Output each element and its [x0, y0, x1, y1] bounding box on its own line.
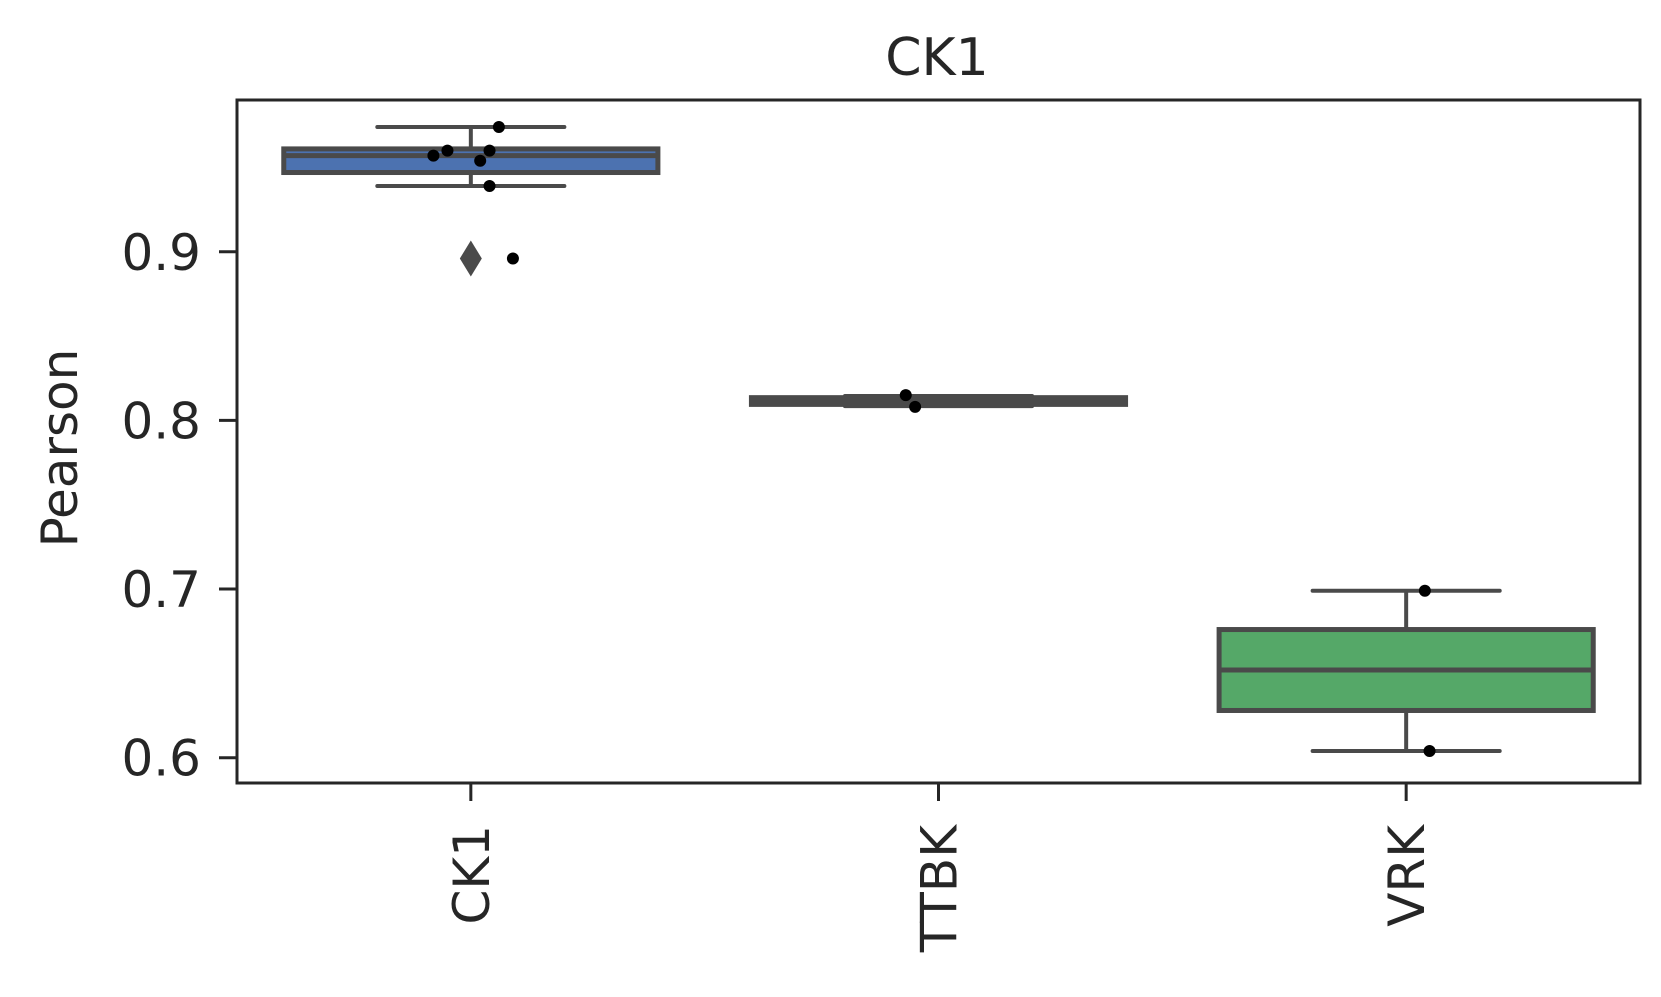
x-tick-label: TTBK [911, 824, 969, 954]
y-tick-label: 0.8 [121, 392, 201, 450]
y-tick-label: 0.6 [121, 730, 201, 788]
data-point [1423, 744, 1436, 757]
data-point [474, 154, 487, 167]
data-point [506, 252, 519, 265]
box-vrk [1216, 588, 1596, 753]
chart-title: CK1 [885, 28, 989, 88]
x-tick-label: VRK [1378, 824, 1436, 927]
data-point [483, 180, 496, 193]
plot-marks [281, 120, 1596, 757]
data-point [492, 120, 505, 133]
x-tick-label: CK1 [443, 825, 501, 925]
x-axis: CK1 TTBK VRK [443, 783, 1436, 953]
data-point [427, 149, 440, 162]
data-point [909, 400, 922, 413]
y-tick-label: 0.9 [121, 224, 201, 282]
data-point [441, 144, 454, 157]
box-iqr [281, 146, 661, 176]
y-axis: 0.6 0.7 0.8 0.9 [121, 224, 237, 788]
box-ck1 [281, 124, 661, 277]
outlier-marker [459, 240, 482, 277]
data-point [483, 144, 496, 157]
y-tick-label: 0.7 [121, 561, 201, 619]
y-axis-label: Pearson [31, 349, 89, 548]
box-ttbk [748, 393, 1129, 409]
data-point [1418, 584, 1431, 597]
data-point [899, 389, 912, 402]
